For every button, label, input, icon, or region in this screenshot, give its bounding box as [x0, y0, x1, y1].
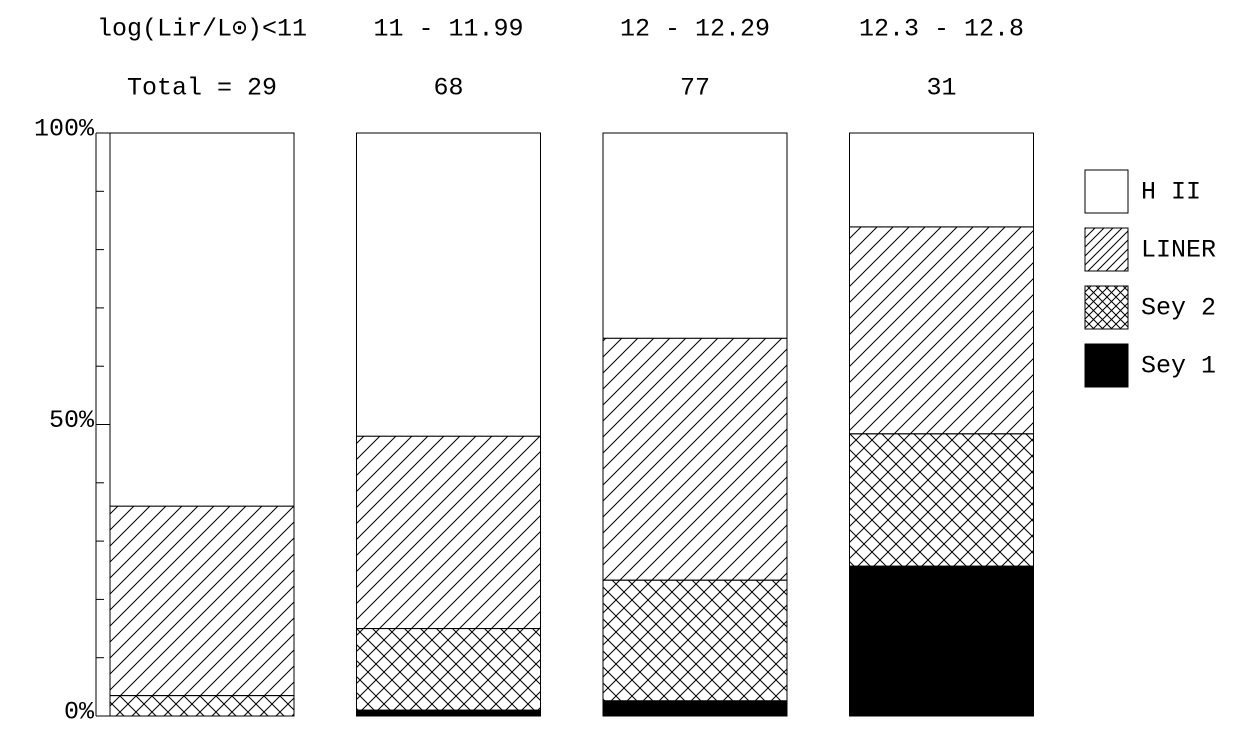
legend-swatch: [1084, 169, 1129, 214]
legend-label: Sey 2: [1141, 294, 1216, 323]
category-label: log(Lir/L⊙)<11: [97, 15, 307, 44]
y-tick-label: 100%: [34, 115, 95, 144]
y-tick-label: 0%: [64, 698, 95, 727]
bar-segment: [602, 579, 788, 702]
bar-segment: [602, 337, 788, 581]
bar-segment: [109, 132, 295, 507]
category-label: 12.3 - 12.8: [859, 15, 1024, 44]
legend-label: H II: [1141, 178, 1201, 207]
bar-segment: [356, 709, 541, 717]
total-label: 31: [926, 74, 956, 103]
total-label: 77: [680, 74, 710, 103]
legend-swatch: [1084, 227, 1129, 272]
bar-segment: [849, 433, 1034, 567]
bar-segment: [356, 435, 541, 630]
category-label: 11 - 11.99: [373, 15, 523, 44]
category-label: 12 - 12.29: [620, 15, 770, 44]
legend-swatch: [1084, 285, 1129, 330]
y-tick-label: 50%: [49, 406, 95, 435]
legend-swatch: [1084, 343, 1129, 388]
legend-label: Sey 1: [1141, 352, 1216, 381]
bar-segment: [849, 226, 1034, 435]
bar-segment: [849, 565, 1034, 717]
bar-segment: [109, 505, 295, 697]
bar-segment: [602, 700, 788, 717]
legend-label: LINER: [1141, 236, 1216, 265]
bar-segment: [602, 132, 788, 339]
total-label: 68: [433, 74, 463, 103]
bar-segment: [356, 628, 541, 711]
bar-segment: [356, 132, 541, 437]
bar-segment: [849, 132, 1034, 228]
bar-segment: [109, 695, 295, 717]
total-label: Total = 29: [127, 74, 277, 103]
